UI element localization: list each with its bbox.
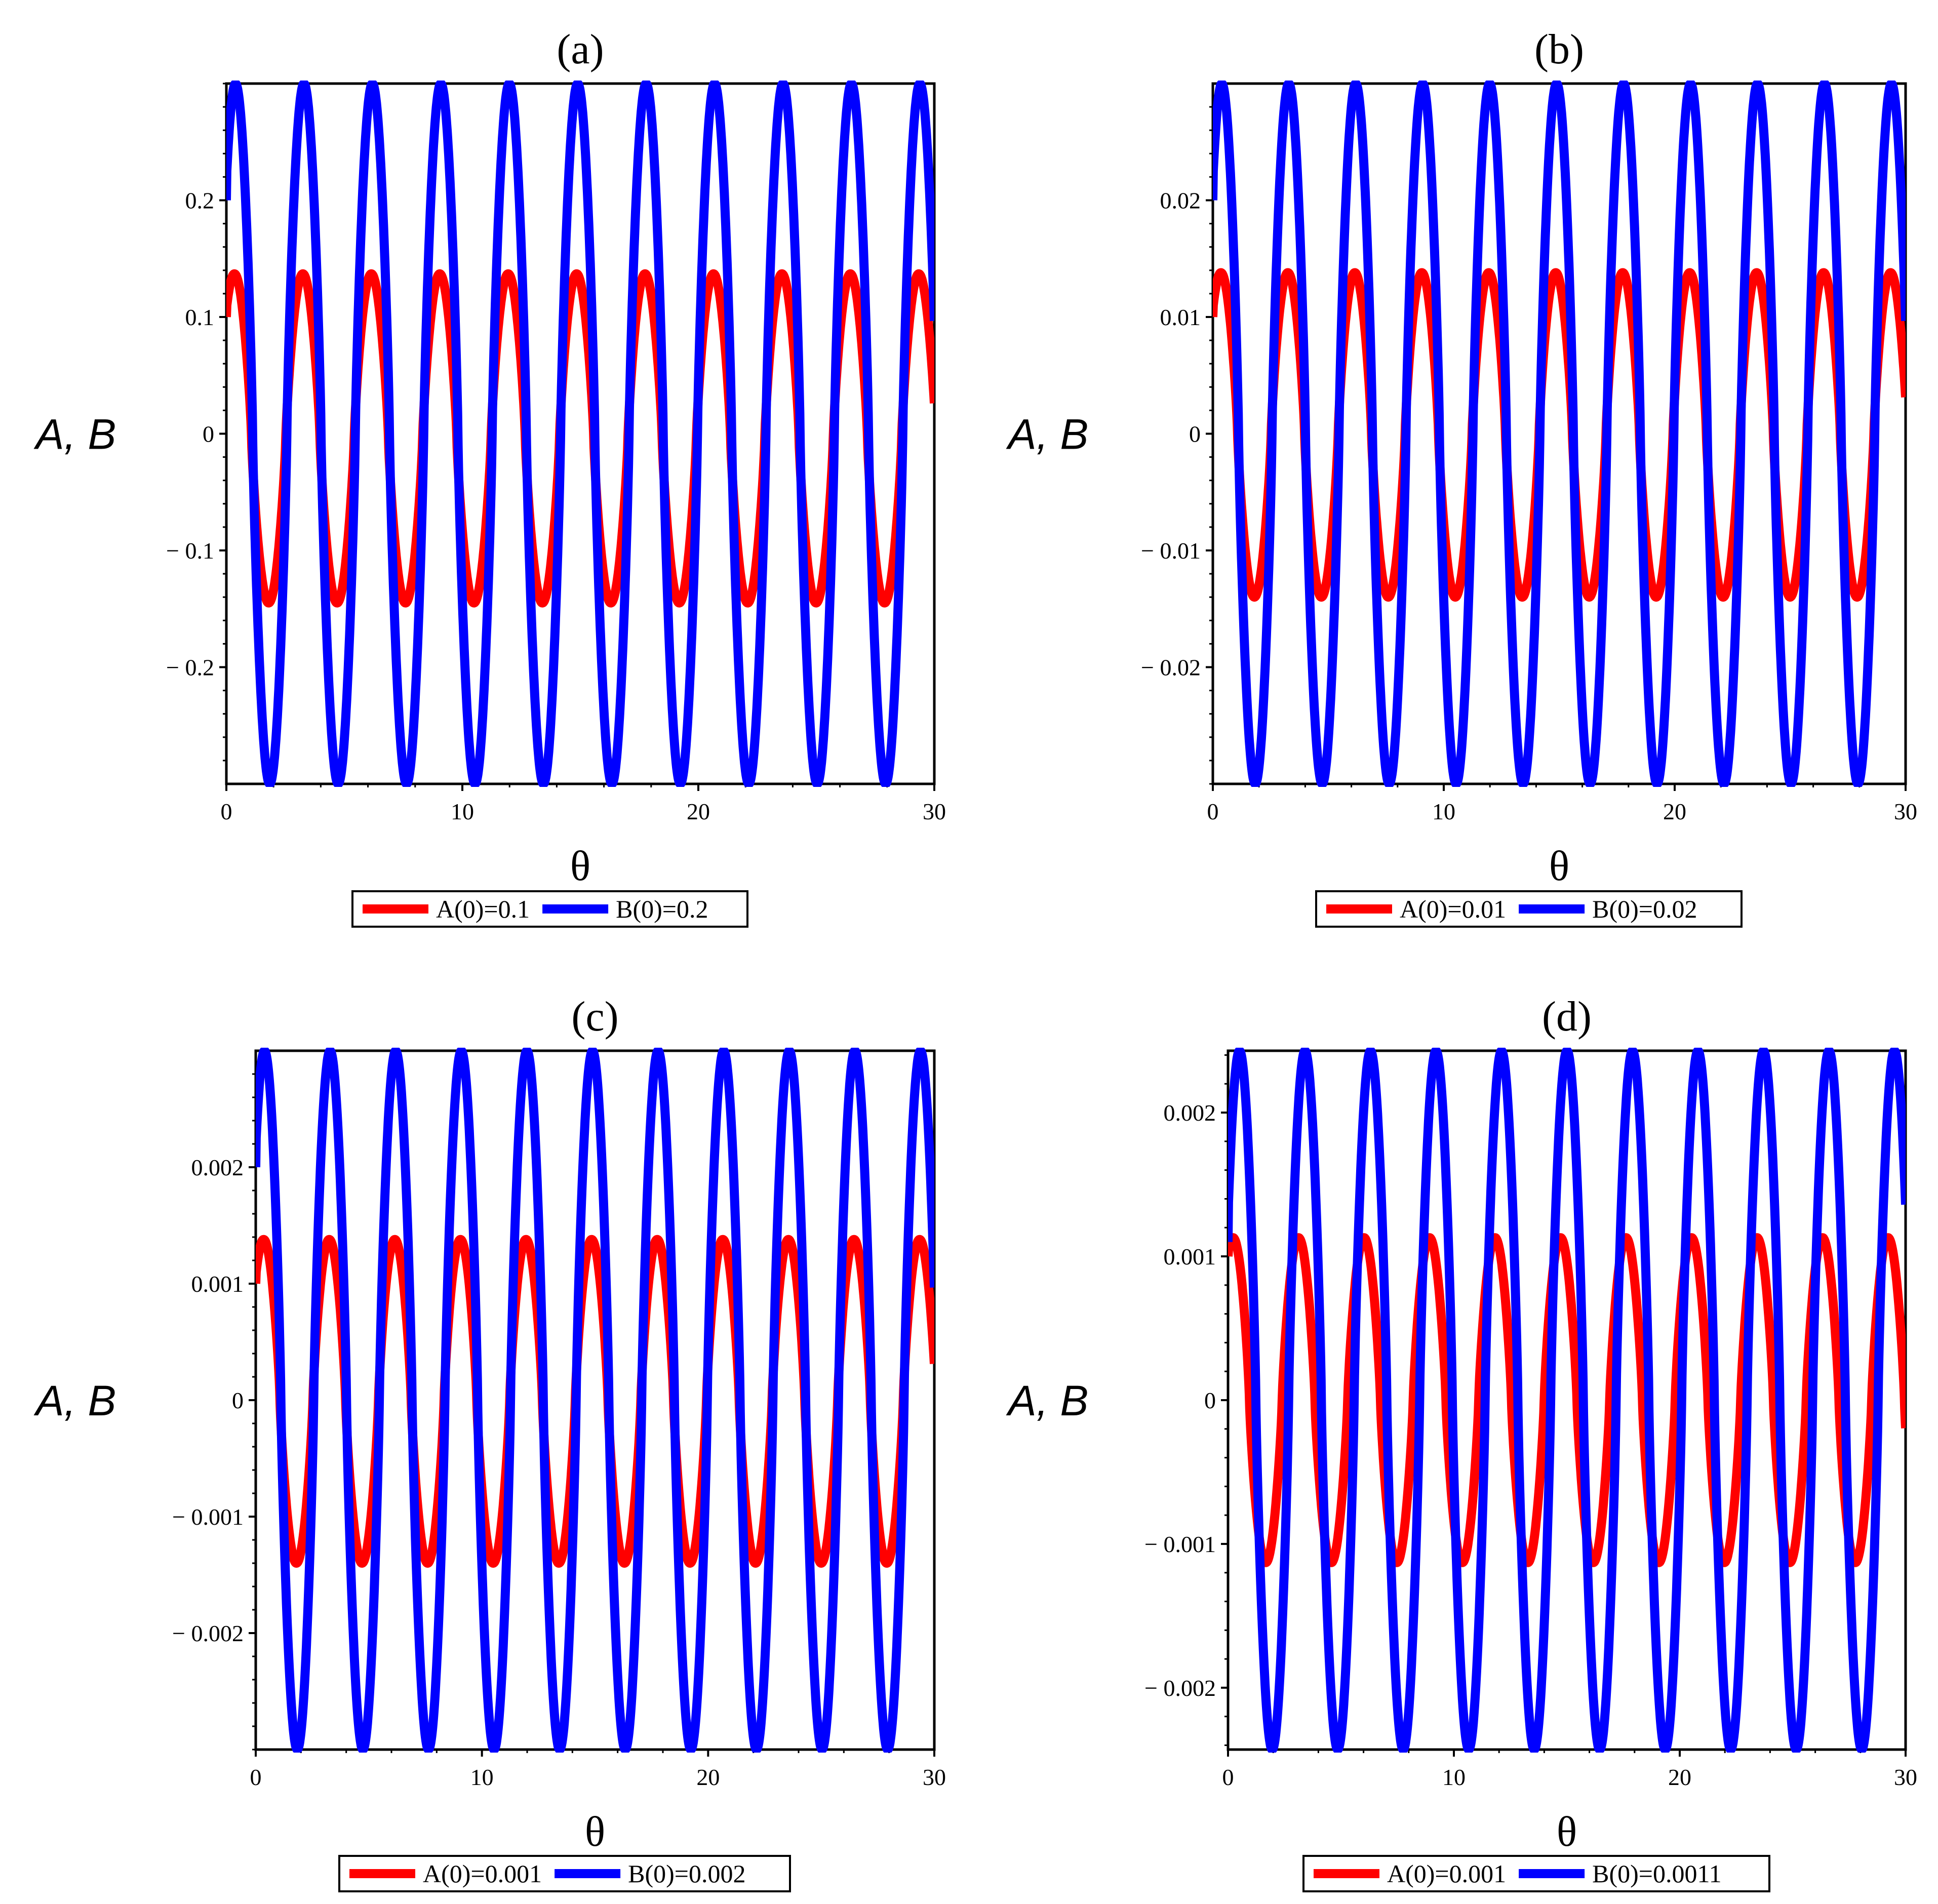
y-tick-label: 0 (203, 421, 214, 447)
x-tick-label: 30 (1894, 1764, 1917, 1790)
x-tick-label: 0 (250, 1764, 262, 1790)
x-tick-label: 20 (687, 799, 710, 824)
legend-label-B: B(0)=0.002 (628, 1859, 745, 1888)
x-tick-label: 0 (221, 799, 232, 824)
legend-label-B: B(0)=0.2 (616, 895, 708, 923)
y-tick-label: 0 (232, 1387, 244, 1413)
x-tick-label: 10 (1432, 799, 1455, 824)
series-line-B (1213, 81, 1906, 787)
series-line-A (226, 269, 934, 608)
y-tick-label: 0.02 (1160, 188, 1201, 214)
chart-title: (b) (1534, 26, 1584, 73)
y-axis-label: A, B (1006, 1377, 1089, 1424)
x-axis-label: θ (1557, 1808, 1577, 1855)
chart-panel-a: (a) − 0.2 − 0.1 0 0.1 0.2 0 10 20 30 θ A, B A(0)=0.1… (33, 26, 946, 928)
chart-panel-b: (b) − 0.02 − 0.01 0 0.01 0.02 0 10 20 30 θ A, B A(0)… (1006, 26, 1917, 928)
chart-title: (a) (557, 26, 604, 73)
y-tick-label: 0 (1204, 1387, 1216, 1413)
y-tick-label: 0.01 (1160, 304, 1201, 330)
x-tick-label: 20 (1668, 1764, 1691, 1790)
y-tick-label: − 0.2 (166, 655, 214, 681)
x-tick-label: 0 (1207, 799, 1219, 824)
x-tick-label: 10 (470, 1764, 494, 1790)
series-line-B (1228, 1048, 1906, 1753)
chart-panel-c: (c) − 0.002 − 0.001 0 0.001 0.002 0 10 20 30 θ A, B… (33, 993, 946, 1892)
chart-panel-d: (d) − 0.002 − 0.001 0 0.001 0.002 0 10 20 30 θ A, B… (1006, 993, 1917, 1892)
chart-title: (c) (571, 993, 618, 1040)
y-tick-label: 0.002 (191, 1155, 244, 1180)
series-line-B (226, 81, 934, 787)
legend: A(0)=0.01 B(0)=0.02 (1315, 890, 1743, 928)
y-tick-label: 0.001 (1164, 1244, 1216, 1270)
x-tick-label: 20 (1663, 799, 1686, 824)
x-tick-label: 30 (923, 1764, 946, 1790)
y-tick-label: 0.002 (1164, 1100, 1216, 1126)
y-axis-label: A, B (1006, 411, 1089, 458)
x-tick-label: 30 (1894, 799, 1917, 824)
legend-label-A: A(0)=0.001 (1387, 1859, 1506, 1888)
y-axis-label: A, B (33, 1377, 116, 1424)
x-tick-label: 0 (1222, 1764, 1234, 1790)
y-tick-label: − 0.01 (1141, 538, 1201, 564)
x-axis-label: θ (1549, 843, 1569, 890)
y-tick-label: − 0.002 (1144, 1675, 1216, 1701)
legend-label-B: B(0)=0.0011 (1592, 1859, 1722, 1888)
series-line-B (256, 1048, 934, 1753)
y-tick-label: − 0.02 (1141, 655, 1201, 681)
x-axis-label: θ (585, 1808, 605, 1855)
y-tick-label: 0.1 (185, 304, 215, 330)
y-tick-label: 0 (1189, 421, 1201, 447)
legend-label-A: A(0)=0.01 (1400, 895, 1506, 923)
series-line-A (256, 1235, 934, 1568)
legend: A(0)=0.001 B(0)=0.002 (338, 1855, 791, 1892)
y-tick-label: 0.001 (191, 1271, 244, 1297)
legend-label-B: B(0)=0.02 (1592, 895, 1697, 923)
x-tick-label: 10 (451, 799, 474, 824)
y-axis-label: A, B (33, 411, 116, 458)
x-tick-label: 20 (696, 1764, 720, 1790)
y-tick-label: − 0.1 (166, 538, 214, 564)
x-axis-label: θ (570, 843, 590, 890)
series-line-A (1213, 268, 1906, 602)
series-line-A (1228, 1233, 1906, 1567)
y-tick-label: − 0.001 (1144, 1531, 1216, 1557)
y-tick-label: 0.2 (185, 188, 215, 214)
y-tick-label: − 0.002 (172, 1620, 244, 1646)
y-tick-label: − 0.001 (172, 1504, 244, 1530)
legend-label-A: A(0)=0.001 (423, 1859, 542, 1888)
x-tick-label: 30 (923, 799, 946, 824)
legend-label-A: A(0)=0.1 (436, 895, 530, 923)
legend: A(0)=0.001 B(0)=0.0011 (1302, 1855, 1770, 1892)
chart-title: (d) (1542, 993, 1592, 1040)
x-tick-label: 10 (1442, 1764, 1466, 1790)
legend: A(0)=0.1 B(0)=0.2 (351, 890, 748, 928)
